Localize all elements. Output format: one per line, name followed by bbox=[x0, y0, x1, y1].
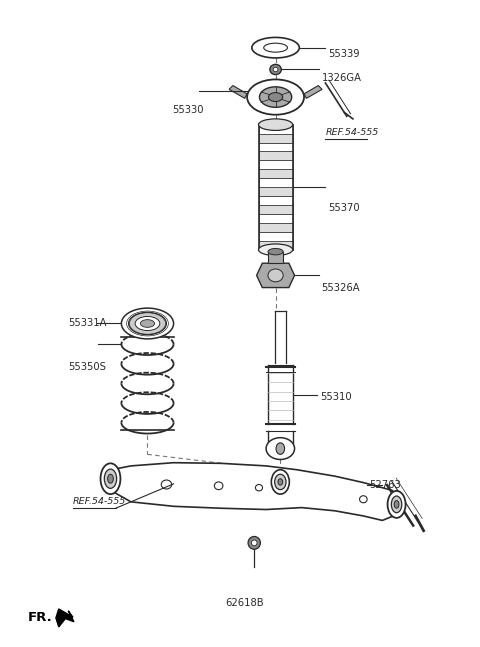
Text: 55326A: 55326A bbox=[322, 283, 360, 293]
Ellipse shape bbox=[271, 470, 289, 494]
Text: 55370: 55370 bbox=[328, 203, 360, 213]
Bar bbox=[268, 252, 283, 263]
Bar bbox=[259, 179, 293, 187]
Ellipse shape bbox=[100, 463, 120, 494]
Ellipse shape bbox=[268, 93, 283, 102]
Bar bbox=[259, 151, 293, 160]
Ellipse shape bbox=[215, 482, 223, 490]
Bar bbox=[259, 133, 293, 142]
Ellipse shape bbox=[264, 43, 288, 52]
Ellipse shape bbox=[252, 540, 257, 546]
Bar bbox=[259, 125, 293, 133]
Bar bbox=[259, 187, 293, 196]
Text: 55330: 55330 bbox=[173, 105, 204, 115]
Text: 62618B: 62618B bbox=[225, 598, 264, 608]
Ellipse shape bbox=[140, 320, 155, 327]
Text: 55339: 55339 bbox=[328, 49, 360, 59]
Ellipse shape bbox=[259, 119, 293, 131]
Text: FR.: FR. bbox=[27, 611, 52, 624]
Ellipse shape bbox=[268, 269, 283, 282]
Bar bbox=[259, 142, 293, 151]
Text: 52763: 52763 bbox=[369, 480, 401, 490]
Bar bbox=[259, 125, 293, 250]
Polygon shape bbox=[229, 85, 247, 98]
Bar bbox=[259, 223, 293, 232]
Ellipse shape bbox=[391, 496, 402, 512]
Bar bbox=[259, 232, 293, 241]
Ellipse shape bbox=[248, 536, 261, 549]
Ellipse shape bbox=[252, 38, 300, 58]
Bar bbox=[259, 170, 293, 179]
Ellipse shape bbox=[108, 474, 113, 483]
Ellipse shape bbox=[278, 479, 283, 485]
Ellipse shape bbox=[260, 87, 292, 107]
Ellipse shape bbox=[275, 474, 286, 490]
Text: REF.54-555: REF.54-555 bbox=[73, 498, 126, 507]
Bar bbox=[259, 214, 293, 223]
Text: 55350S: 55350S bbox=[68, 362, 106, 372]
Polygon shape bbox=[105, 463, 401, 520]
Ellipse shape bbox=[135, 316, 160, 331]
Ellipse shape bbox=[104, 469, 117, 488]
Polygon shape bbox=[304, 85, 322, 98]
Ellipse shape bbox=[394, 501, 399, 509]
Ellipse shape bbox=[255, 485, 263, 491]
Ellipse shape bbox=[276, 443, 285, 454]
Ellipse shape bbox=[247, 80, 304, 115]
Ellipse shape bbox=[387, 491, 406, 518]
Polygon shape bbox=[56, 609, 74, 627]
Ellipse shape bbox=[273, 67, 278, 72]
Ellipse shape bbox=[259, 244, 293, 256]
Ellipse shape bbox=[129, 313, 167, 334]
Ellipse shape bbox=[270, 64, 281, 74]
Bar bbox=[259, 241, 293, 250]
Ellipse shape bbox=[161, 480, 172, 489]
Ellipse shape bbox=[266, 437, 295, 459]
Text: 55331A: 55331A bbox=[68, 318, 107, 329]
Ellipse shape bbox=[268, 248, 283, 255]
Ellipse shape bbox=[121, 308, 174, 339]
Text: 1326GA: 1326GA bbox=[322, 74, 361, 83]
Text: 55310: 55310 bbox=[320, 392, 351, 402]
Bar bbox=[259, 205, 293, 214]
Ellipse shape bbox=[360, 496, 367, 503]
Polygon shape bbox=[257, 263, 295, 287]
Bar bbox=[259, 196, 293, 205]
Text: REF.54-555: REF.54-555 bbox=[325, 128, 379, 137]
Bar bbox=[259, 160, 293, 170]
